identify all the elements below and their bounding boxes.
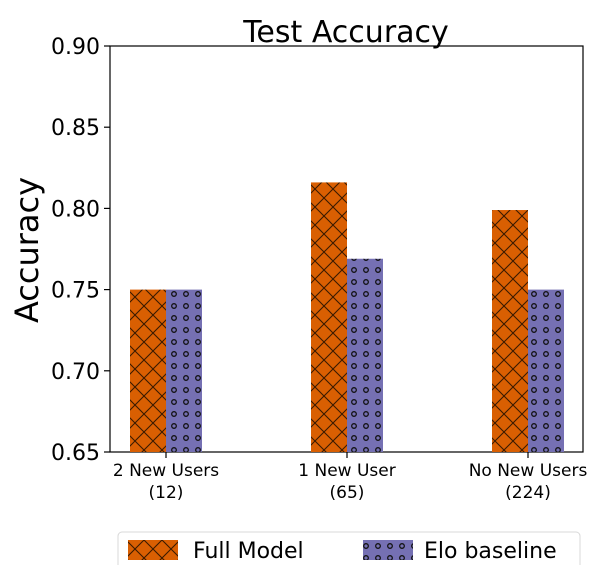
legend-swatch-elo-baseline (363, 540, 413, 560)
y-axis-label: Accuracy (8, 177, 46, 323)
x-tick-label: No New Users (469, 461, 588, 481)
legend-label-full-model: Full Model (193, 539, 304, 564)
y-tick-label: 0.75 (51, 279, 100, 304)
y-tick-label: 0.90 (51, 35, 100, 60)
y-tick-label: 0.85 (51, 116, 100, 141)
x-tick-label-count: (224) (505, 483, 551, 503)
bar-full-model (130, 289, 166, 452)
bar-elo-baseline (528, 289, 564, 452)
legend: Full Model Elo baseline (117, 531, 581, 569)
bar-elo-baseline (347, 258, 383, 452)
legend-label-elo-baseline: Elo baseline (424, 539, 557, 564)
y-tick-label: 0.80 (51, 197, 100, 222)
bar-full-model (311, 182, 347, 452)
bar-elo-baseline (166, 289, 202, 452)
x-tick-layer: 2 New Users(12) 1 New User(65) No New User… (113, 452, 588, 503)
y-tick-label: 0.65 (51, 441, 100, 466)
x-tick-label: 2 New Users (113, 461, 219, 481)
chart-title: Test Accuracy (242, 15, 449, 50)
x-tick-label-count: (12) (149, 483, 184, 503)
x-tick-label-count: (65) (330, 483, 365, 503)
legend-box (117, 531, 581, 569)
bar-full-model (492, 210, 528, 452)
y-tick-label: 0.70 (51, 360, 100, 385)
x-tick-label: 1 New User (298, 461, 395, 481)
legend-swatch-full-model (128, 540, 178, 560)
bars-layer (130, 182, 564, 452)
